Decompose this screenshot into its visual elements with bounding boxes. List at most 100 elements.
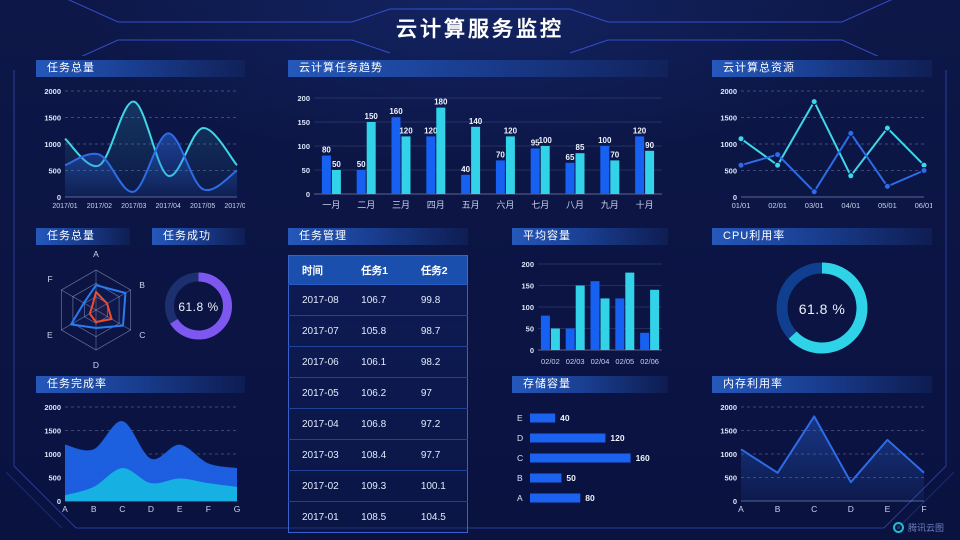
table-row: 2017-03 108.4 97.7 [288, 439, 468, 471]
svg-text:一月: 一月 [322, 200, 340, 210]
svg-text:40: 40 [461, 165, 470, 174]
svg-text:50: 50 [357, 160, 366, 169]
svg-text:2017/01: 2017/01 [52, 203, 77, 210]
cpu-usage-donut [712, 248, 932, 368]
task-table-head: 时间 任务1 任务2 [288, 255, 468, 285]
svg-text:70: 70 [610, 150, 619, 159]
svg-text:1500: 1500 [720, 114, 737, 123]
svg-text:180: 180 [434, 98, 448, 107]
table-cell: 108.4 [348, 439, 408, 471]
svg-text:90: 90 [645, 141, 654, 150]
svg-text:2000: 2000 [720, 403, 737, 412]
svg-text:2000: 2000 [44, 403, 61, 412]
table-cell: 2017-04 [288, 408, 349, 440]
watermark: 腾讯云图 [892, 521, 944, 534]
svg-text:50: 50 [332, 160, 341, 169]
svg-text:0: 0 [57, 193, 61, 202]
svg-text:1500: 1500 [44, 427, 61, 436]
panel-title-cpu-usage: CPU利用率 [712, 228, 932, 245]
panel-title-completion-rate: 任务完成率 [36, 376, 245, 393]
cpu-usage-gauge: 61.8 % [712, 248, 932, 368]
svg-text:九月: 九月 [601, 200, 619, 210]
svg-text:160: 160 [636, 453, 650, 463]
svg-text:100: 100 [539, 136, 553, 145]
svg-text:B: B [517, 473, 523, 483]
svg-text:500: 500 [48, 167, 61, 176]
svg-text:C: C [811, 504, 817, 514]
svg-text:95: 95 [531, 138, 540, 147]
table-row: 2017-06 106.1 98.2 [288, 346, 468, 378]
svg-text:五月: 五月 [462, 200, 480, 210]
table-cell: 106.1 [348, 346, 408, 378]
table-cell: 105.8 [348, 315, 408, 347]
svg-text:A: A [62, 504, 68, 514]
svg-text:50: 50 [526, 325, 534, 334]
panel-title-storage: 存储容量 [512, 376, 668, 393]
panel-title-tasks-total: 任务总量 [36, 60, 245, 77]
table-row: 2017-08 106.7 99.8 [288, 284, 468, 316]
memory-line-chart: 0 500 1000 1500 2000 A B C D E F [712, 398, 932, 516]
table-cell: 2017-07 [288, 315, 349, 347]
svg-text:160: 160 [389, 107, 403, 116]
table-cell: 2017-06 [288, 346, 349, 378]
watermark-label: 腾讯云图 [907, 523, 944, 533]
svg-text:六月: 六月 [496, 199, 514, 210]
table-header-row: 时间 任务1 任务2 [288, 255, 468, 285]
svg-text:1000: 1000 [44, 450, 61, 459]
panel-title-avg-capacity: 平均容量 [512, 228, 668, 245]
table-cell: 109.3 [348, 470, 408, 502]
panel-title-task-success: 任务成功 [152, 228, 245, 245]
table-cell: 100.1 [407, 470, 468, 502]
svg-text:D: D [517, 433, 523, 443]
svg-text:150: 150 [365, 112, 379, 121]
svg-text:C: C [517, 453, 523, 463]
svg-text:1500: 1500 [720, 427, 737, 436]
svg-text:500: 500 [724, 474, 737, 483]
svg-text:120: 120 [399, 126, 413, 135]
svg-text:06/01: 06/01 [915, 201, 932, 210]
task-success-donut [152, 248, 245, 368]
table-cell: 97 [407, 377, 468, 409]
task-table-body: 2017-08 106.7 99.8 2017-07 105.8 98.7 2017-06 1… [288, 284, 468, 533]
table-cell: 106.2 [348, 377, 408, 409]
svg-text:E: E [177, 504, 183, 514]
table-row: 2017-02 109.3 100.1 [288, 470, 468, 502]
tasks-radar-chart: A B C D E F [36, 248, 148, 370]
svg-text:0: 0 [733, 193, 737, 202]
svg-text:85: 85 [576, 143, 585, 152]
page-title: 云计算服务监控 [396, 18, 564, 41]
table-cell: 2017-05 [288, 377, 349, 409]
table-cell: 106.8 [348, 408, 408, 440]
svg-text:D: D [93, 360, 99, 368]
avg-capacity-bar-chart: 0 50 100 150 200 02/02 02/03 02/04 02/05 02/06 [512, 248, 668, 368]
svg-text:0: 0 [57, 497, 61, 506]
panel-title-memory: 内存利用率 [712, 376, 932, 393]
svg-text:02/04: 02/04 [591, 357, 610, 366]
svg-text:02/06: 02/06 [640, 357, 659, 366]
svg-text:2017/03: 2017/03 [121, 203, 146, 210]
table-cell: 2017-08 [288, 284, 349, 316]
svg-text:2000: 2000 [44, 87, 61, 96]
table-row: 2017-04 106.8 97.2 [288, 408, 468, 440]
svg-text:三月: 三月 [392, 200, 410, 210]
table-cell: 97.2 [407, 408, 468, 440]
panel-title-total-resources: 云计算总资源 [712, 60, 932, 77]
svg-text:500: 500 [724, 167, 737, 176]
svg-text:A: A [517, 493, 523, 503]
watermark-logo-icon [892, 522, 904, 533]
table-cell: 2017-02 [288, 470, 349, 502]
svg-text:B: B [139, 280, 145, 290]
svg-text:0: 0 [733, 497, 737, 506]
table-cell: 98.7 [407, 315, 468, 347]
svg-text:C: C [119, 504, 125, 514]
svg-text:65: 65 [566, 153, 575, 162]
svg-text:100: 100 [297, 142, 310, 151]
svg-text:120: 120 [504, 126, 518, 135]
svg-text:B: B [91, 504, 97, 514]
svg-text:80: 80 [322, 146, 331, 155]
total-resources-line-chart: 0 500 1000 1500 2000 01/01 02/01 03/01 04/01 05/0… [712, 82, 933, 212]
svg-text:2017/04: 2017/04 [156, 203, 181, 210]
task-success-value: 61.8 % [178, 300, 219, 314]
svg-text:100: 100 [598, 136, 612, 145]
svg-text:四月: 四月 [427, 200, 445, 210]
